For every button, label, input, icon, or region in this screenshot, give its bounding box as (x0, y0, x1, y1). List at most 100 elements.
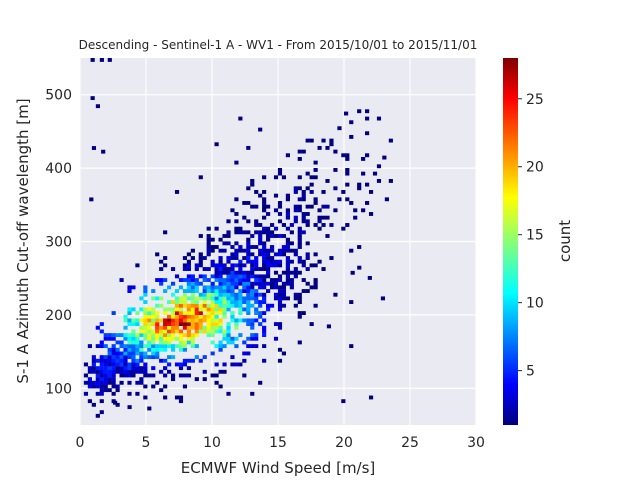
heatmap-cell (297, 230, 302, 235)
heatmap-cell (297, 175, 302, 180)
heatmap-cell (167, 307, 172, 312)
heatmap-cell (167, 340, 172, 345)
heatmap-cell (190, 325, 195, 330)
heatmap-cell (186, 366, 191, 371)
heatmap-cell (178, 300, 184, 304)
heatmap-cell (127, 340, 132, 345)
heatmap-cell (151, 314, 156, 319)
heatmap-cell (143, 366, 148, 371)
heatmap-cell (99, 384, 104, 389)
heatmap-cell (226, 329, 231, 334)
heatmap-cell (182, 344, 188, 349)
outlier-cell (89, 197, 94, 202)
heatmap-cell (186, 267, 191, 271)
chart-title: Descending - Sentinel-1 A - WV1 - From 2… (79, 38, 478, 52)
heatmap-cell (151, 322, 156, 327)
heatmap-cell (206, 252, 211, 257)
heatmap-cell (182, 311, 188, 315)
heatmap-cell (107, 336, 112, 341)
heatmap-cell (194, 377, 199, 382)
heatmap-cell (135, 333, 140, 338)
heatmap-cell (174, 336, 180, 341)
heatmap-cell (234, 219, 239, 224)
heatmap-cell (234, 252, 239, 257)
heatmap-cell (103, 369, 108, 374)
heatmap-cell (293, 252, 298, 257)
heatmap-cell (242, 285, 247, 290)
heatmap-cell (297, 234, 302, 238)
outlier-cell (127, 405, 132, 410)
heatmap-cell (139, 366, 144, 371)
heatmap-cell (353, 208, 358, 213)
heatmap-cell (95, 384, 100, 389)
heatmap-cell (329, 256, 334, 260)
heatmap-cell (277, 204, 283, 209)
heatmap-cell (289, 241, 294, 246)
heatmap-cell (250, 325, 255, 330)
heatmap-cell (226, 285, 231, 290)
heatmap-cell (269, 263, 275, 268)
heatmap-cell (262, 311, 267, 315)
heatmap-cell (186, 318, 191, 323)
heatmap-cell (99, 362, 104, 367)
heatmap-cell (321, 267, 326, 271)
heatmap-cell (258, 303, 263, 308)
heatmap-cell (345, 182, 350, 187)
heatmap-cell (262, 175, 267, 180)
heatmap-cell (198, 311, 203, 315)
heatmap-cell (111, 351, 116, 356)
heatmap-cell (190, 289, 195, 293)
heatmap-cell (277, 296, 283, 301)
heatmap-cell (127, 289, 132, 293)
heatmap-cell (250, 292, 255, 297)
heatmap-cell (95, 413, 100, 418)
heatmap-cell (250, 336, 255, 341)
heatmap-cell (174, 329, 180, 334)
heatmap-cell (246, 145, 251, 150)
heatmap-cell (178, 318, 184, 323)
heatmap-cell (178, 399, 184, 404)
heatmap-cell (269, 230, 275, 235)
heatmap-cell (182, 318, 188, 323)
heatmap-cell (91, 369, 96, 374)
heatmap-cell (218, 303, 223, 308)
heatmap-cell (131, 344, 136, 349)
heatmap-cell (190, 311, 195, 315)
heatmap-cell (147, 325, 152, 330)
heatmap-cell (159, 325, 164, 330)
heatmap-cell (254, 245, 259, 249)
heatmap-cell (182, 325, 188, 330)
heatmap-cell (194, 300, 199, 304)
heatmap-cell (325, 215, 330, 220)
heatmap-cell (198, 263, 203, 268)
heatmap-cell (222, 278, 227, 282)
heatmap-cell (313, 175, 318, 180)
heatmap-cell (234, 281, 239, 286)
heatmap-cell (147, 336, 152, 341)
heatmap-cell (186, 285, 191, 290)
heatmap-cell (214, 325, 219, 330)
heatmap-cell (313, 303, 318, 308)
heatmap-cell (163, 230, 168, 235)
heatmap-cell (345, 168, 350, 172)
heatmap-cell (135, 358, 140, 363)
heatmap-cell (246, 252, 251, 257)
heatmap-cell (163, 322, 168, 327)
heatmap-cell (111, 358, 116, 363)
outlier-cell (344, 111, 349, 116)
heatmap-cell (174, 325, 180, 330)
heatmap-cell (119, 351, 124, 356)
heatmap-cell (214, 278, 219, 282)
heatmap-cell (131, 307, 136, 312)
heatmap-cell (258, 300, 263, 304)
y-tick-label: 300 (45, 235, 72, 251)
heatmap-cell (266, 274, 271, 279)
heatmap-cell (206, 333, 211, 338)
heatmap-cell (151, 373, 156, 378)
heatmap-cell (285, 193, 290, 198)
heatmap-cell (242, 278, 247, 282)
heatmap-cell (163, 333, 168, 338)
heatmap-cell (222, 263, 227, 268)
heatmap-cell (293, 204, 298, 209)
heatmap-cell (178, 278, 184, 282)
